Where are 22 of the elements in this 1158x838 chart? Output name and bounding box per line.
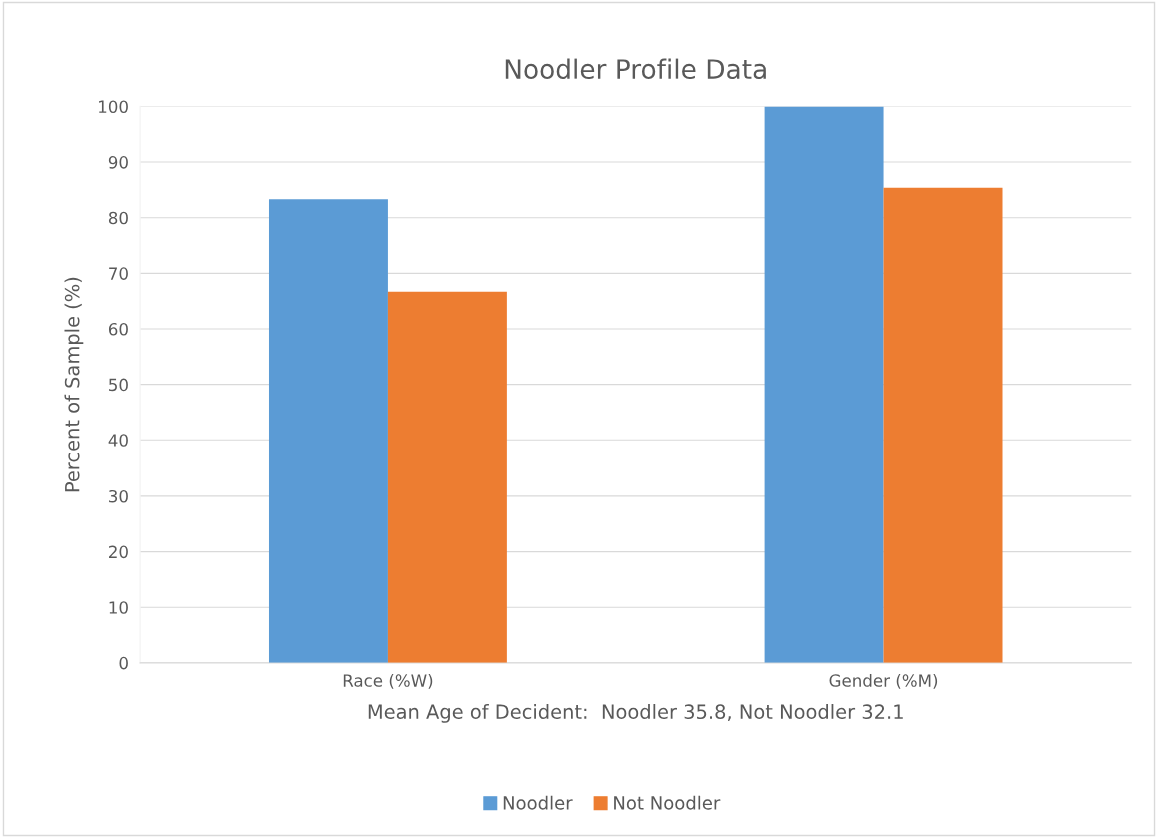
y-tick-label: 40 bbox=[108, 434, 128, 447]
y-tick-label: 20 bbox=[109, 545, 128, 559]
y-tick-label: 100 bbox=[99, 100, 128, 113]
y-tick-label: 90 bbox=[108, 156, 128, 169]
chart-title: Noodler Profile Data bbox=[505, 58, 766, 80]
bar bbox=[268, 199, 388, 663]
x-tick-label: Race (%W) bbox=[343, 673, 433, 689]
y-axis-title: Percent of Sample (%) bbox=[64, 277, 84, 492]
legend-label: Noodler bbox=[503, 795, 573, 810]
y-tick-label: 80 bbox=[108, 211, 128, 225]
y-tick-label: 0 bbox=[119, 656, 128, 670]
x-tick-label: Gender (%M) bbox=[829, 673, 938, 689]
legend-label: Not Noodler bbox=[614, 795, 721, 810]
x-axis-title: Mean Age of Decident: Noodler 35.8, Not Noodler 32.1 bbox=[368, 703, 903, 723]
y-tick-label: 30 bbox=[109, 489, 128, 503]
y-tick-label: 70 bbox=[109, 267, 128, 280]
bar bbox=[387, 291, 507, 663]
bar bbox=[764, 106, 884, 663]
y-tick-label: 60 bbox=[108, 322, 128, 336]
y-tick-label: 50 bbox=[109, 378, 128, 392]
bar bbox=[883, 187, 1003, 663]
y-tick-label: 10 bbox=[109, 601, 128, 614]
